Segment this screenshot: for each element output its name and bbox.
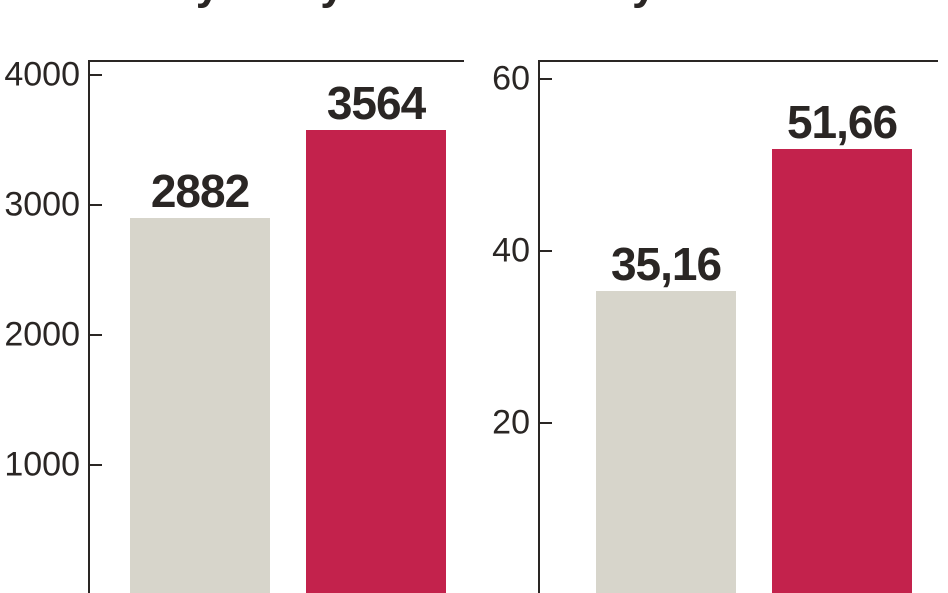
ytick-label: 40 — [492, 232, 530, 271]
bar: 35,16 — [596, 291, 736, 593]
bar: 2882 — [130, 218, 270, 593]
bar-value-label: 3564 — [327, 76, 425, 130]
bar: 3564 — [306, 130, 446, 593]
ytick — [90, 334, 102, 336]
ytick — [90, 464, 102, 466]
plot-area-wynik-netto: 20406035,1651,66 — [538, 60, 938, 593]
ytick-label: 20 — [492, 404, 530, 443]
chart-title-wynik-netto: Wynik netto — [474, 0, 948, 10]
plot-area-przychody: 100020003000400028823564 — [88, 60, 464, 593]
chart-title-przychody: Przychody — [0, 0, 474, 10]
panel-wynik-netto: Wynik netto 20 40 60 35,16 51,66 — [474, 0, 948, 593]
ytick — [540, 250, 552, 252]
bar-value-label: 51,66 — [787, 95, 897, 149]
ytick-label: 60 — [492, 60, 530, 99]
ytick — [90, 74, 102, 76]
ytick-label: 4000 — [4, 56, 80, 95]
bar-value-label: 2882 — [151, 164, 249, 218]
ytick — [90, 204, 102, 206]
chart-panels: Przychody 1000 2000 3000 4000 2882 3564 Wynik… — [0, 0, 948, 593]
panel-przychody: Przychody 1000 2000 3000 4000 2882 3564 — [0, 0, 474, 593]
bar: 51,66 — [772, 149, 912, 593]
bar-value-label: 35,16 — [611, 237, 721, 291]
ytick-label: 1000 — [4, 446, 80, 485]
ytick-label: 3000 — [4, 186, 80, 225]
ytick-label: 2000 — [4, 316, 80, 355]
ytick — [540, 78, 552, 80]
ytick — [540, 422, 552, 424]
